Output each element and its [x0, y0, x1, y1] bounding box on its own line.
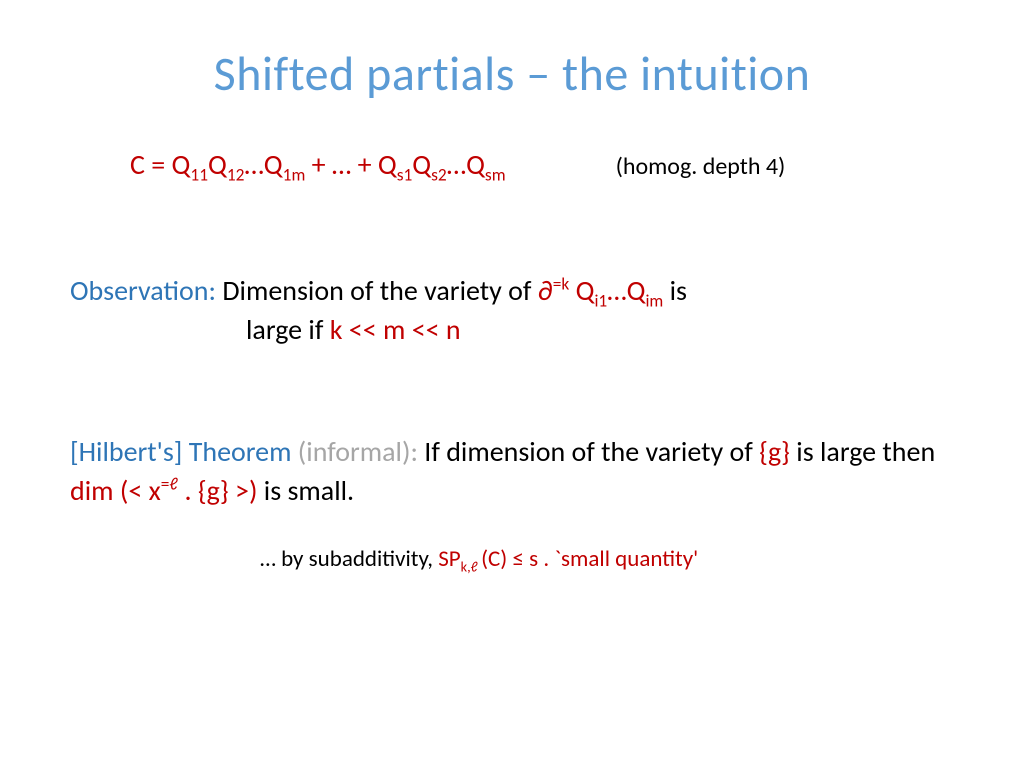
theorem-label: [Hilbert's] Theorem [70, 434, 298, 469]
theorem-informal: (informal): [298, 434, 418, 469]
dot: . [178, 473, 198, 508]
q-sym: Q [264, 147, 283, 182]
formula-row: C = Q11Q12…Q1m + … + Qs1Qs2…Qsm (homog. … [130, 147, 954, 182]
sup-eq-l: =ℓ [161, 473, 178, 495]
x-sym: x [149, 473, 161, 508]
partial-sym: ∂ [538, 273, 553, 308]
q-sym: Q [378, 147, 397, 182]
g-set-1: {g} [759, 434, 790, 469]
sp-sym: SP [438, 545, 460, 573]
formula-lhs: C = [130, 147, 172, 182]
angle-open: < [128, 473, 148, 508]
theorem-block: [Hilbert's] Theorem (informal): If dimen… [70, 433, 954, 510]
observation-label: Observation: [70, 273, 216, 308]
obs-condition: k << m << n [330, 312, 461, 347]
theorem-text-c: is small. [257, 473, 354, 508]
q-sym: Q [208, 147, 227, 182]
dim-open: dim ( [70, 473, 128, 508]
slide-title: Shifted partials – the intuition [70, 44, 954, 103]
sub-12: 12 [227, 164, 245, 186]
sub-s2: s2 [431, 164, 447, 186]
footnote-prefix: … by subadditivity, [260, 545, 438, 573]
observation-block: Observation: Dimension of the variety of… [70, 272, 954, 349]
observation-line2: large if k << m << n [246, 311, 954, 350]
sub-1m: 1m [283, 164, 306, 186]
sp-expr: SPk,ℓ (C) ≤ s . `small quantity' [438, 545, 698, 573]
sup-eq-k: =k [553, 273, 570, 295]
q-sym: Q [627, 273, 646, 308]
slide-container: Shifted partials – the intuition C = Q11… [0, 0, 1024, 768]
partial-expr: ∂=k Qi1…Qim [538, 273, 664, 308]
plus-mid: + … + [305, 147, 378, 182]
ellipsis: … [447, 147, 466, 182]
obs-line2-a: large if [246, 312, 330, 347]
formula-note: (homog. depth 4) [616, 152, 786, 181]
footnote: … by subadditivity, SPk,ℓ (C) ≤ s . `sma… [260, 545, 954, 573]
sub-im: im [645, 290, 663, 312]
obs-text-b: is [663, 273, 687, 308]
g-set-2: {g} [198, 473, 229, 508]
sub-sm: sm [485, 164, 506, 186]
theorem-text-b: is large then [790, 434, 935, 469]
obs-text-a: Dimension of the variety of [216, 273, 538, 308]
q-sym: Q [466, 147, 485, 182]
observation-line1: Observation: Dimension of the variety of… [70, 272, 954, 311]
sub-11: 11 [190, 164, 208, 186]
sub-kl: k,ℓ [461, 557, 481, 575]
sub-i1: i1 [594, 290, 607, 312]
angle-close: > [229, 473, 249, 508]
q-sym: Q [172, 147, 191, 182]
ellipsis: … [244, 147, 263, 182]
sub-s1: s1 [397, 164, 413, 186]
ellipsis: … [607, 273, 626, 308]
sp-rest: (C) ≤ s . `small quantity' [481, 545, 698, 573]
q-sym: Q [576, 273, 595, 308]
theorem-text-a: If dimension of the variety of [418, 434, 759, 469]
q-sym: Q [412, 147, 431, 182]
dim-expr: dim (< x=ℓ . {g} >) [70, 473, 257, 508]
circuit-formula: C = Q11Q12…Q1m + … + Qs1Qs2…Qsm [130, 147, 506, 182]
